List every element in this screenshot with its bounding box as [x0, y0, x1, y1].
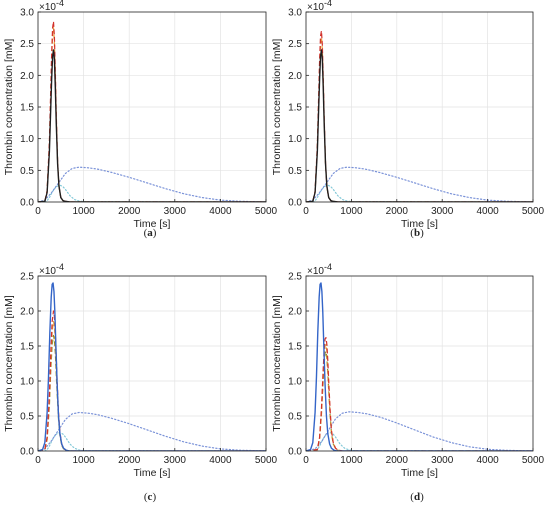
y-tick-label: 0.0	[288, 447, 302, 458]
axes-frame	[305, 275, 534, 452]
y-tick-label: 1.0	[20, 134, 34, 145]
chart-panel: 0 1000 2000 3000 4000 5000 0.0 0.5 1.0 1.5 2.0 2.5 3…	[3, 0, 278, 239]
y-tick-label: 3.0	[20, 8, 34, 19]
y-exponent-label: ×10-4	[307, 262, 332, 277]
x-tick-label: 1000	[340, 455, 363, 466]
axes-frame	[37, 275, 267, 452]
chart-panel: 0 1000 2000 3000 4000 5000 0.0 0.5 1.0 1.5 2.0 2.5 ×…	[271, 262, 545, 503]
y-tick-label: 2.5	[20, 39, 34, 50]
y-exponent-label: ×10-4	[307, 0, 332, 13]
y-tick-label: 0.5	[20, 412, 34, 423]
x-tick-label: 5000	[522, 455, 545, 466]
y-tick-label: 1.5	[288, 342, 302, 353]
x-tick-label: 2000	[118, 455, 141, 466]
panel-label: (a)	[144, 227, 157, 239]
y-tick-label: 1.0	[288, 377, 302, 388]
y-tick-label: 1.5	[288, 103, 302, 114]
y-tick-label: 2.0	[20, 71, 34, 82]
x-tick-label: 1000	[72, 455, 95, 466]
x-axis-label: Time [s]	[401, 218, 438, 230]
series-line-solid	[306, 49, 533, 202]
chart-panel: 0 1000 2000 3000 4000 5000 0.0 0.5 1.0 1.5 2.0 2.5 3…	[271, 0, 545, 239]
x-tick-label: 3000	[164, 455, 187, 466]
y-tick-label: 2.0	[288, 71, 302, 82]
x-tick-label: 0	[35, 455, 41, 466]
series-line-dotted	[38, 184, 266, 202]
x-tick-label: 4000	[209, 206, 232, 217]
x-tick-label: 5000	[522, 206, 545, 217]
panel-label: (d)	[410, 491, 424, 503]
y-tick-label: 0.5	[288, 412, 302, 423]
y-axis-label: Thrombin concentration [mM]	[3, 295, 15, 432]
series-group	[38, 20, 266, 202]
plot-area	[306, 276, 533, 451]
y-tick-label: 0.0	[20, 447, 34, 458]
panel-label: (b)	[410, 227, 424, 239]
y-exponent-label: ×10-4	[39, 262, 64, 277]
series-line-solid	[38, 49, 266, 202]
series-line-dashed	[38, 310, 266, 451]
x-axis-label: Time [s]	[134, 467, 171, 479]
series-group	[38, 282, 266, 451]
y-tick-label: 0.5	[20, 166, 34, 177]
x-tick-label: 1000	[72, 206, 95, 217]
series-line-solid	[306, 282, 533, 451]
y-axis-label: Thrombin concentration [mM]	[3, 39, 15, 176]
x-tick-label: 2000	[386, 455, 409, 466]
x-tick-label: 5000	[255, 455, 278, 466]
x-tick-label: 3000	[431, 455, 454, 466]
y-tick-label: 2.5	[20, 272, 34, 283]
y-exponent-label: ×10-4	[39, 0, 64, 13]
x-axis-label: Time [s]	[134, 218, 171, 230]
series-line-dashed	[306, 337, 533, 451]
y-tick-label: 3.0	[288, 8, 302, 19]
y-tick-label: 1.0	[288, 134, 302, 145]
series-line-dotted	[306, 184, 533, 202]
y-tick-label: 0.0	[20, 198, 34, 209]
y-axis-label: Thrombin concentration [mM]	[271, 295, 283, 432]
series-line-dotted	[38, 432, 266, 451]
y-tick-label: 1.0	[20, 377, 34, 388]
y-tick-label: 0.5	[288, 166, 302, 177]
x-axis-label: Time [s]	[401, 467, 438, 479]
x-tick-label: 4000	[476, 455, 499, 466]
y-tick-label: 1.5	[20, 342, 34, 353]
x-tick-label: 0	[35, 206, 41, 217]
y-tick-label: 2.0	[288, 307, 302, 318]
y-tick-label: 2.5	[288, 272, 302, 283]
y-tick-label: 2.0	[20, 307, 34, 318]
y-tick-label: 0.0	[288, 198, 302, 209]
y-axis-label: Thrombin concentration [mM]	[271, 39, 283, 176]
x-tick-label: 3000	[164, 206, 187, 217]
x-tick-label: 0	[303, 455, 309, 466]
x-tick-label: 4000	[476, 206, 499, 217]
x-tick-label: 5000	[255, 206, 278, 217]
y-tick-label: 1.5	[20, 103, 34, 114]
x-tick-label: 2000	[386, 206, 409, 217]
x-tick-label: 0	[303, 206, 309, 217]
x-tick-label: 1000	[340, 206, 363, 217]
x-tick-label: 2000	[118, 206, 141, 217]
y-tick-label: 2.5	[288, 39, 302, 50]
plot-area	[38, 276, 266, 451]
series-line-solid	[38, 282, 266, 451]
x-tick-label: 3000	[431, 206, 454, 217]
panel-label: (c)	[144, 491, 157, 503]
x-tick-label: 4000	[209, 455, 232, 466]
chart-panel: 0 1000 2000 3000 4000 5000 0.0 0.5 1.0 1.5 2.0 2.5 ×…	[3, 262, 278, 503]
